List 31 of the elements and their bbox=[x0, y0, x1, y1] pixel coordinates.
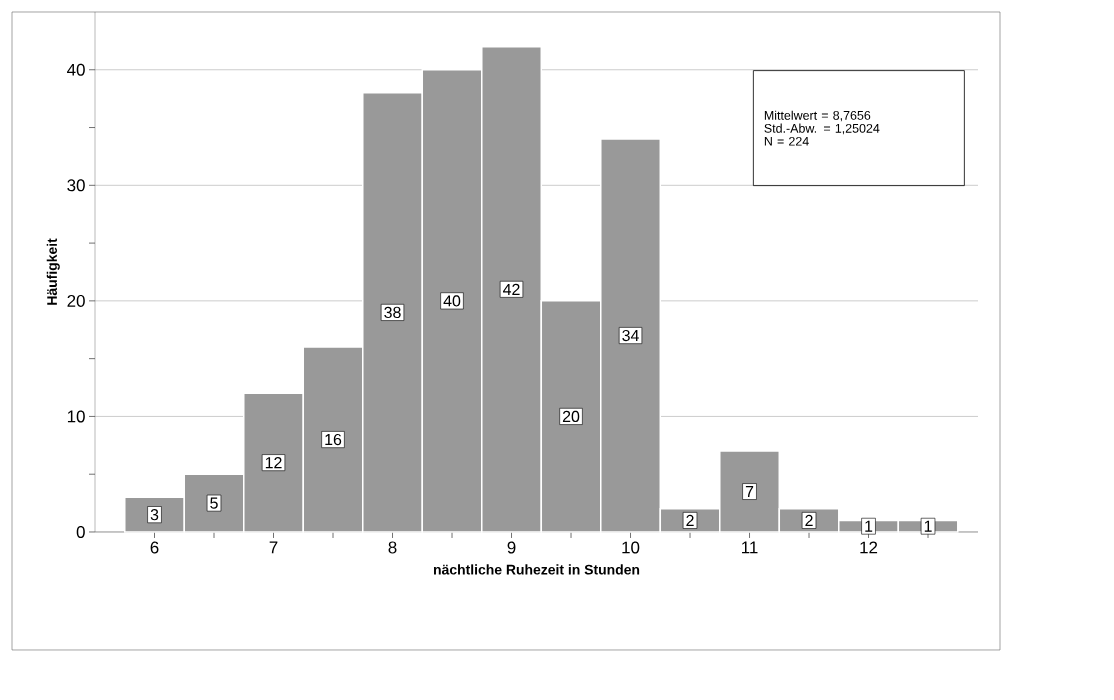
y-tick-label: 0 bbox=[76, 525, 85, 538]
x-tick-label: 10 bbox=[622, 541, 640, 554]
annotation: N = 224 bbox=[764, 136, 809, 146]
x-tick-label: 12 bbox=[860, 541, 878, 554]
y-tick-label: 10 bbox=[67, 410, 85, 423]
data-label: 42 bbox=[503, 283, 520, 295]
x-tick-label: 6 bbox=[150, 541, 159, 554]
annotation: Std.-Abw. = 1,25024 bbox=[764, 123, 880, 135]
y-tick-label: 20 bbox=[67, 294, 85, 307]
data-label: 16 bbox=[325, 433, 342, 446]
x-tick-label: 11 bbox=[742, 541, 758, 554]
y-axis-title: Häufigkeit bbox=[46, 238, 60, 305]
y-tick-label: 40 bbox=[67, 63, 85, 76]
data-label: 3 bbox=[150, 509, 159, 521]
data-label: 7 bbox=[745, 486, 754, 498]
data-label: 1 bbox=[924, 520, 932, 532]
data-label: 12 bbox=[265, 457, 282, 469]
data-label: 2 bbox=[686, 514, 694, 526]
data-label: 2 bbox=[805, 514, 813, 526]
x-axis-title: nächtliche Ruhezeit in Stunden bbox=[433, 564, 640, 575]
data-label: 40 bbox=[443, 295, 461, 307]
data-label: 1 bbox=[865, 520, 873, 532]
data-label: 38 bbox=[384, 306, 401, 319]
data-label: 5 bbox=[210, 497, 218, 509]
x-tick-label: 9 bbox=[507, 541, 516, 554]
annotation: Mittelwert = 8,7656 bbox=[764, 110, 871, 122]
data-label: 20 bbox=[562, 410, 580, 423]
x-tick-label: 8 bbox=[388, 541, 397, 554]
x-tick-label: 7 bbox=[269, 541, 278, 554]
y-tick-label: 30 bbox=[67, 179, 85, 192]
data-label: 34 bbox=[622, 329, 639, 342]
